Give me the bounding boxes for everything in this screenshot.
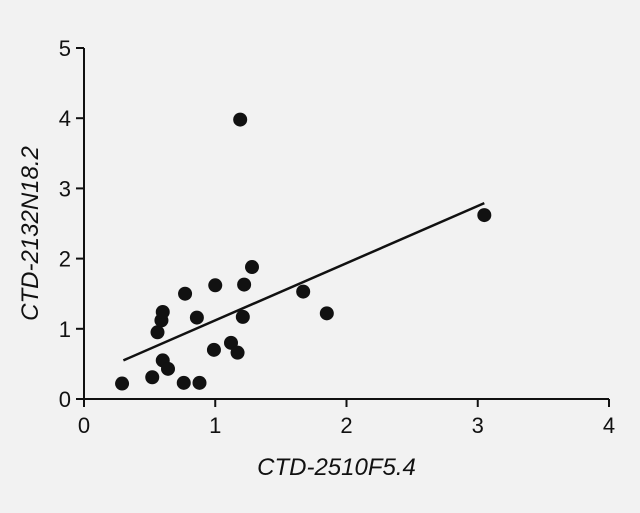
data-point	[155, 304, 170, 319]
y-tick-label: 5	[59, 36, 71, 61]
x-tick-label: 3	[472, 413, 484, 438]
trendline	[122, 201, 485, 362]
x-tick-label: 0	[78, 413, 90, 438]
x-tick-label: 1	[209, 413, 221, 438]
y-axis-title: CTD-2132N18.2	[17, 146, 44, 321]
y-tick-label: 2	[59, 247, 71, 272]
data-point	[224, 335, 238, 350]
trendline-group	[122, 201, 485, 362]
data-point	[477, 208, 492, 223]
points-group	[115, 112, 492, 391]
data-point	[233, 112, 248, 127]
data-point	[192, 375, 207, 390]
data-point	[189, 310, 204, 325]
x-tick-label: 4	[603, 413, 615, 438]
y-tick-label: 1	[59, 317, 71, 342]
data-point	[319, 306, 334, 321]
data-point	[206, 342, 221, 357]
data-point	[245, 260, 259, 275]
data-point	[208, 278, 223, 293]
data-point	[115, 376, 130, 391]
data-point	[161, 361, 175, 376]
data-point	[145, 370, 160, 385]
ticks: 0 1 2 3 4 0 1 2 3 4 5	[59, 36, 615, 438]
x-tick-label: 2	[340, 413, 352, 438]
data-point	[235, 309, 250, 324]
y-tick-label: 0	[59, 387, 71, 412]
axes	[83, 48, 609, 400]
data-point	[150, 325, 165, 340]
y-tick-label: 4	[59, 106, 71, 131]
x-axis-title: CTD-2510F5.4	[257, 454, 416, 481]
y-tick-label: 3	[59, 176, 71, 201]
data-point	[230, 345, 245, 360]
data-point	[296, 284, 311, 299]
data-point	[176, 375, 191, 390]
data-point	[237, 277, 252, 292]
data-point	[178, 286, 193, 301]
